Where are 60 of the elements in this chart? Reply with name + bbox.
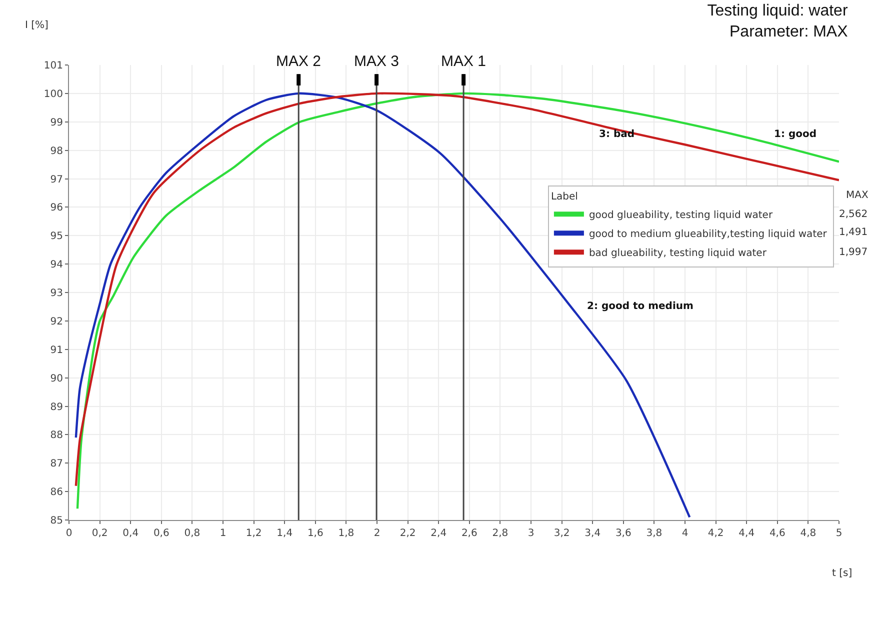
x-tick-label: 4,2	[708, 528, 724, 539]
x-tick-label: 0,6	[153, 528, 170, 539]
y-tick-label: 99	[50, 117, 63, 128]
annotation: 3: bad	[599, 129, 635, 140]
ref-line-label: MAX 1	[441, 53, 486, 70]
legend-label: good glueability, testing liquid water	[588, 210, 774, 221]
x-tick-label: 4	[682, 528, 688, 539]
y-tick-label: 88	[50, 430, 63, 442]
y-tick-label: 85	[50, 516, 63, 526]
y-tick-label: 95	[50, 231, 63, 242]
legend-label: bad glueability, testing liquid water	[588, 248, 768, 259]
y-tick-label: 100	[44, 88, 63, 100]
x-tick-label: 0	[66, 528, 72, 539]
legend-title: Label	[550, 192, 578, 203]
y-tick-label: 101	[44, 60, 63, 72]
x-tick-label: 2,8	[492, 528, 508, 539]
x-tick-label: 2,6	[461, 528, 478, 539]
annotation: 2: good to medium	[587, 301, 694, 312]
y-tick-label: 97	[50, 174, 63, 186]
x-tick-label: 1,6	[307, 528, 324, 539]
x-tick-label: 3,2	[554, 528, 570, 539]
x-tick-label: 1,2	[246, 528, 262, 539]
y-tick-label: 86	[50, 487, 63, 498]
y-tick-label: 94	[50, 260, 63, 271]
y-tick-label: 92	[50, 316, 63, 328]
chart-title: Testing liquid: water Parameter: MAX	[707, 2, 848, 40]
x-tick-label: 0,4	[122, 528, 139, 539]
x-tick-label: 3,4	[584, 528, 601, 539]
x-axis-title: t [s]	[832, 568, 852, 579]
annotation: 1: good	[774, 129, 816, 140]
annotation: 1,491	[839, 227, 868, 238]
legend-label: good to medium glueability,testing liquid water	[588, 228, 828, 240]
x-tick-label: 1	[220, 528, 226, 539]
x-tick-label: 5	[836, 528, 842, 539]
ref-line-label: MAX 3	[354, 53, 400, 70]
annotation: 2,562	[839, 209, 868, 220]
ref-line-label: MAX 2	[276, 53, 322, 70]
x-tick-label: 4,4	[738, 528, 755, 539]
text: MAX	[846, 190, 868, 201]
x-tick-label: 2	[374, 528, 380, 539]
x-tick-label: 1,4	[276, 528, 293, 539]
x-tick-label: 4,8	[800, 528, 816, 539]
annotation: 1,997	[839, 247, 868, 258]
y-tick-label: 87	[50, 458, 63, 470]
x-tick-label: 1,8	[338, 528, 354, 539]
y-tick-label: 98	[50, 146, 63, 157]
y-tick-label: 93	[50, 288, 63, 299]
x-tick-label: 3,6	[615, 528, 632, 539]
x-tick-label: 2,2	[400, 528, 416, 539]
x-tick-label: 0,8	[184, 528, 200, 539]
y-tick-label: 91	[50, 344, 63, 356]
x-tick-label: 3,8	[646, 528, 662, 539]
x-tick-label: 3	[528, 528, 534, 539]
y-tick-label: 90	[50, 373, 63, 384]
y-tick-label: 89	[50, 402, 63, 413]
x-tick-label: 4,6	[769, 528, 786, 539]
y-axis-title: I [%]	[25, 20, 49, 31]
y-tick-label: 96	[50, 202, 63, 214]
x-tick-label: 0,2	[92, 528, 108, 539]
x-tick-label: 2,4	[430, 528, 447, 539]
